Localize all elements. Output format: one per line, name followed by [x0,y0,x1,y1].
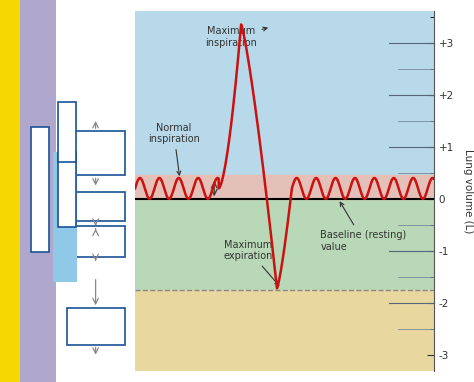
Bar [31,127,49,252]
Text: Normal
inspiration: Normal inspiration [148,123,200,175]
Bar [0,0,20,382]
Bar [66,308,125,345]
Bar [58,102,76,162]
Bar [135,175,434,199]
Bar [20,0,56,382]
Bar [58,152,76,227]
Bar [135,199,434,290]
Bar [53,152,77,282]
Y-axis label: Lung volume (L): Lung volume (L) [463,149,473,233]
Bar [66,226,125,257]
Text: Maximum
expiration: Maximum expiration [224,240,279,285]
Text: Maximum
inspiration: Maximum inspiration [205,26,267,48]
Bar [135,290,434,371]
Bar [135,11,434,199]
Text: Baseline (resting)
value: Baseline (resting) value [320,202,407,252]
Bar [66,131,125,175]
Bar [66,192,125,221]
